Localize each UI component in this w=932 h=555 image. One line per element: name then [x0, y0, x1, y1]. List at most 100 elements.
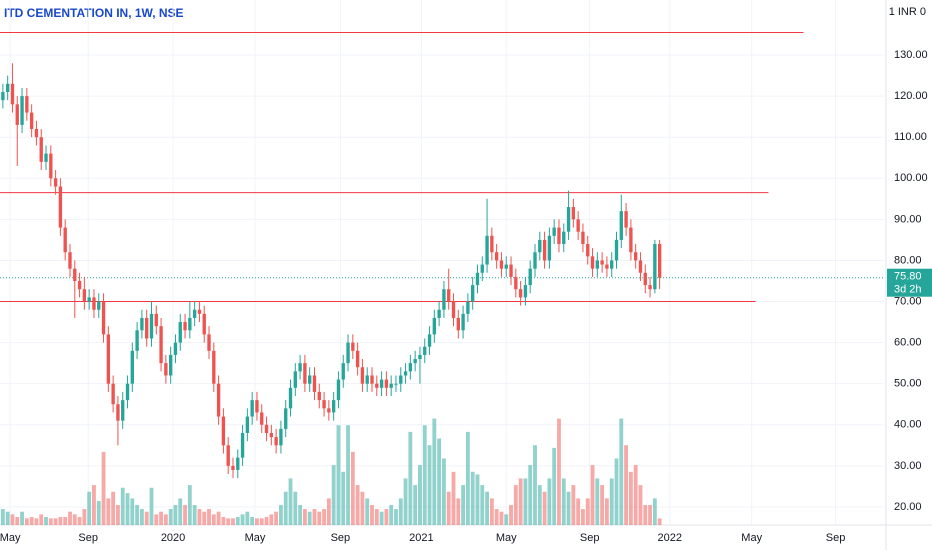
last-price-label: 75.80	[894, 271, 922, 283]
candle-body	[188, 317, 192, 331]
currency-label: 1 INR 0	[889, 6, 926, 18]
volume-bar	[298, 505, 303, 525]
volume-bar	[293, 491, 298, 525]
candle-body	[490, 235, 494, 253]
candle-body	[322, 400, 326, 409]
candle-body	[389, 383, 393, 388]
volume-bar	[595, 478, 600, 525]
candle-body	[581, 231, 585, 245]
volume-bar	[437, 438, 442, 525]
volume-bar	[374, 509, 379, 525]
candle-body	[360, 367, 365, 384]
candle-body	[432, 317, 437, 335]
x-tick-label: 2020	[161, 532, 185, 544]
volume-bar	[259, 518, 264, 525]
candle-body	[82, 289, 87, 302]
volume-bar	[24, 518, 29, 525]
candle-body	[399, 375, 403, 384]
candle-body	[216, 383, 221, 417]
candle-body	[466, 301, 470, 314]
candle-body	[571, 207, 576, 220]
volume-bar	[638, 485, 643, 525]
y-tick-label: 40.00	[894, 419, 922, 431]
volume-bar	[154, 514, 159, 525]
volume-bar	[379, 511, 384, 525]
volume-bar	[614, 458, 619, 525]
candle-body	[619, 211, 623, 240]
candle-body	[547, 235, 552, 261]
volume-bar	[302, 509, 307, 525]
volume-bar	[408, 431, 413, 525]
candle-body	[379, 379, 384, 388]
candle-body	[403, 371, 408, 376]
volume-bar	[576, 498, 581, 525]
volume-bar	[547, 478, 552, 525]
volume-bar	[58, 517, 63, 525]
volume-bar	[101, 451, 106, 525]
candle-body	[427, 334, 432, 347]
candle-body	[451, 301, 456, 318]
volume-bar	[159, 511, 163, 525]
volume-bar	[10, 514, 15, 525]
candle-body	[542, 239, 547, 261]
volume-bar	[312, 509, 317, 525]
volume-bar	[566, 491, 571, 525]
volume-bar	[106, 498, 111, 525]
volume-bar	[499, 511, 504, 525]
candle-body	[207, 334, 211, 351]
candle-body	[494, 252, 499, 261]
candle-body	[192, 309, 197, 318]
candle-body	[212, 350, 216, 384]
last-price-badge	[887, 268, 932, 297]
candle-body	[34, 128, 39, 138]
volume-bar	[504, 514, 509, 525]
candle-body	[375, 383, 379, 388]
candle-body	[49, 153, 53, 179]
volume-bar	[63, 517, 68, 525]
volume-bar	[432, 418, 437, 525]
candle-body	[106, 334, 111, 384]
candle-body	[312, 375, 317, 392]
candle-body	[485, 235, 489, 265]
chart-title: ITD CEMENTATION IN, 1W, NSE	[4, 6, 184, 20]
volume-bar	[600, 485, 605, 525]
y-tick-label: 100.00	[894, 172, 928, 184]
volume-bar	[39, 514, 44, 525]
volume-bar	[279, 505, 283, 525]
volume-bar	[15, 517, 20, 525]
volume-bar	[221, 517, 226, 525]
y-tick-label: 60.00	[894, 337, 922, 349]
volume-bar	[461, 485, 466, 525]
candle-body	[447, 289, 451, 302]
y-tick-label: 20.00	[894, 501, 922, 513]
volume-bar	[163, 514, 168, 525]
candle-body	[149, 313, 154, 339]
volume-bar	[590, 465, 595, 525]
candle-body	[245, 416, 250, 433]
volume-bar	[5, 511, 10, 525]
candle-body	[226, 445, 230, 466]
candle-body	[638, 260, 643, 273]
x-tick-label: May	[0, 532, 21, 544]
candle-body	[629, 227, 633, 253]
volume-bar	[389, 505, 394, 525]
x-tick-label: May	[496, 532, 517, 544]
candle-body	[437, 309, 441, 318]
candle-body	[499, 260, 504, 269]
candle-body	[595, 260, 600, 269]
candle-body	[624, 211, 628, 228]
candle-body	[394, 383, 398, 385]
candle-body	[442, 289, 446, 310]
candle-body	[5, 83, 10, 93]
volume-bar	[87, 491, 92, 525]
volume-bar	[139, 509, 144, 525]
candle-body	[341, 363, 345, 380]
volume-bar	[288, 478, 293, 525]
volume-bar	[370, 505, 374, 525]
candle-body	[73, 268, 77, 281]
candle-body	[53, 178, 58, 187]
volume-bar	[557, 418, 561, 525]
volume-bar	[446, 491, 451, 525]
